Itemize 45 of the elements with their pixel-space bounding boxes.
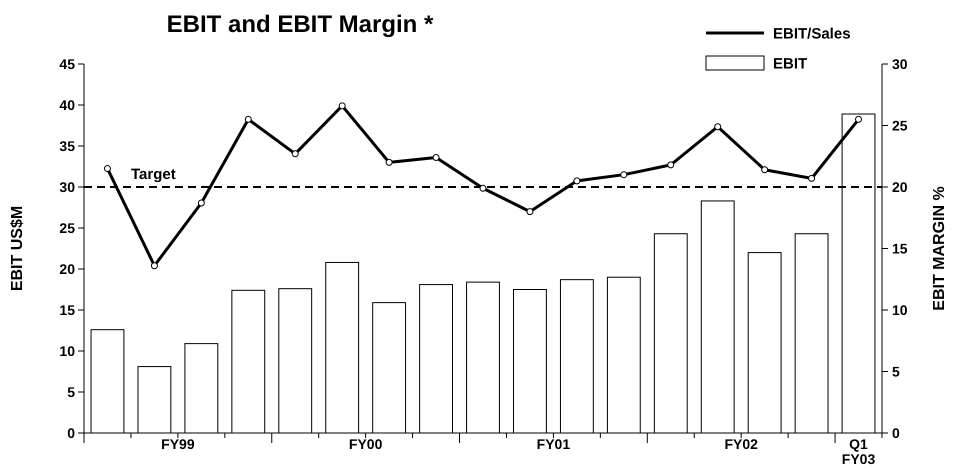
- text: FY99: [161, 436, 195, 452]
- text: FY02: [724, 436, 758, 452]
- y-tick-label: 35: [59, 138, 76, 154]
- y2-tick-label: 20: [892, 178, 908, 195]
- y-tick-label: 40: [59, 96, 76, 113]
- y-tick-label: 25: [59, 220, 76, 236]
- point: [855, 116, 862, 123]
- text: FY00: [348, 436, 383, 452]
- point: [292, 150, 299, 158]
- point: [432, 154, 440, 161]
- point: [761, 166, 768, 174]
- y2-tick-label: 5: [892, 363, 900, 380]
- y-tick-label: 20: [59, 260, 76, 277]
- point: [480, 184, 486, 192]
- point: [714, 123, 722, 130]
- y2-tick-label: 15: [892, 240, 908, 256]
- y-axis-title: EBIT US$M: [9, 206, 26, 292]
- text: FY01: [536, 436, 570, 452]
- point: [526, 208, 534, 216]
- ref-line-label: Target: [131, 166, 176, 183]
- y-tick-label: 30: [59, 178, 76, 195]
- point: [573, 177, 580, 184]
- y-tick-label: 15: [59, 302, 76, 318]
- point: [244, 116, 252, 123]
- legend-label: EBIT/Sales: [773, 25, 851, 42]
- point: [104, 165, 111, 172]
- y2-tick-label: 10: [892, 302, 908, 318]
- point: [386, 158, 393, 166]
- point: [338, 102, 346, 110]
- point: [150, 262, 158, 270]
- y2-tick-label: 0: [892, 424, 900, 441]
- y-tick-label: 45: [59, 56, 76, 72]
- y-tick-label: 0: [67, 424, 76, 441]
- point: [620, 171, 628, 178]
- point: [198, 199, 205, 206]
- text: Q1 FY03: [842, 436, 876, 467]
- point: [667, 161, 674, 168]
- y2-tick-label: 30: [892, 56, 908, 72]
- y2-axis-title: EBIT MARGIN %: [931, 186, 948, 311]
- y2-tick-label: 25: [892, 117, 908, 134]
- point: [808, 174, 816, 182]
- y-tick-label: 10: [59, 342, 76, 359]
- y-tick-label: 5: [67, 384, 76, 400]
- chart-title: EBIT and EBIT Margin *: [166, 11, 434, 38]
- legend-label: EBIT: [773, 55, 808, 72]
